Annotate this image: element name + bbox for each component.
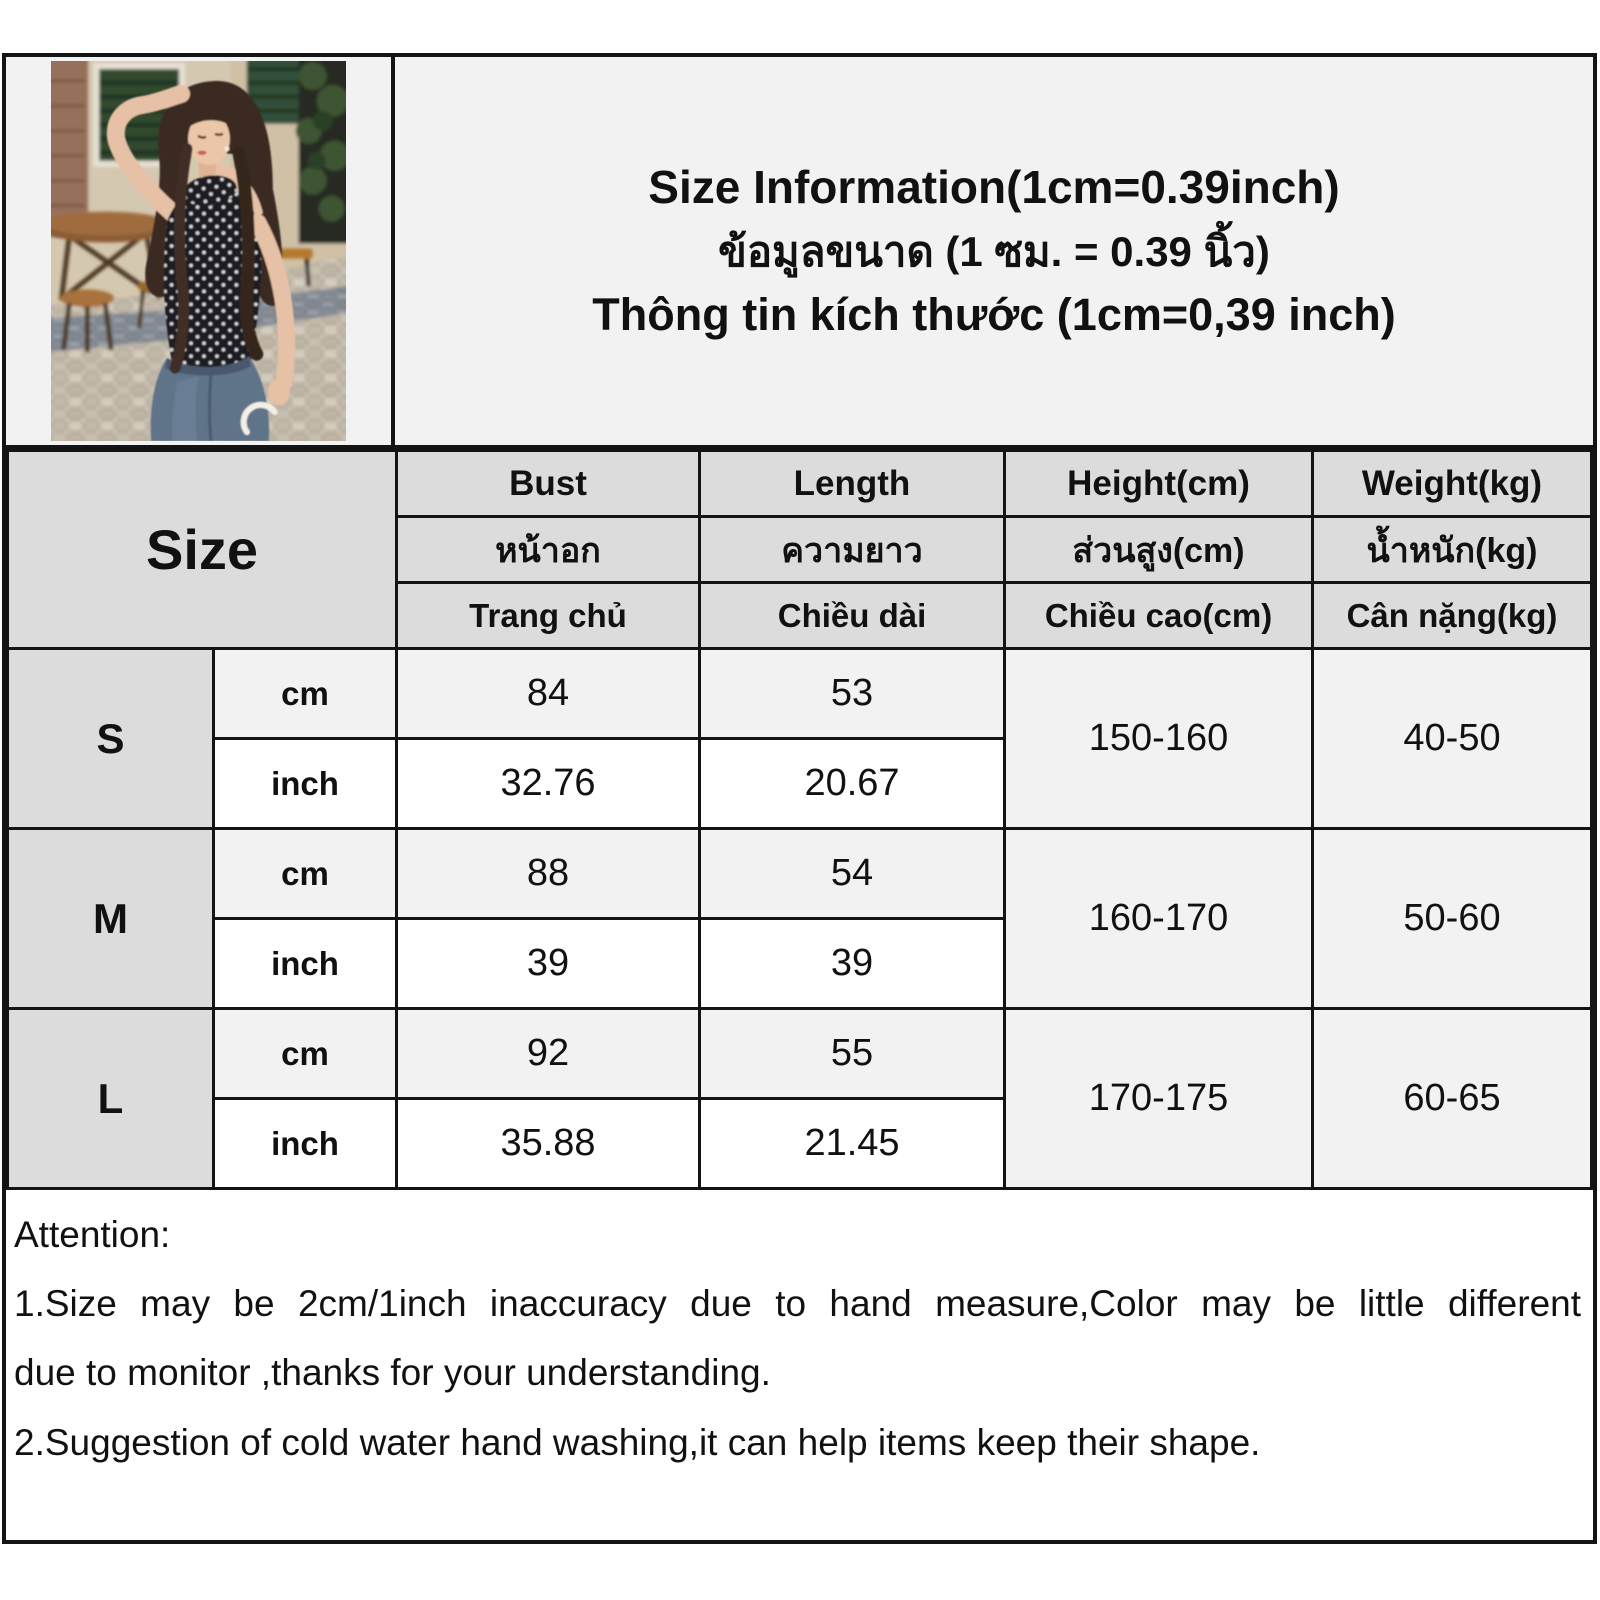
length-cm-s: 53 (698, 647, 1006, 740)
length-inch-s: 20.67 (698, 737, 1006, 830)
bust-inch-l: 35.88 (395, 1097, 701, 1190)
bust-cm-s: 84 (395, 647, 701, 740)
row-m-inch: inch 39 39 (8, 917, 1592, 1010)
row-l-inch: inch 35.88 21.45 (8, 1097, 1592, 1190)
unit-cell-cm: cm (212, 827, 398, 920)
col-header-height-th: ส่วนสูง(cm) (1003, 515, 1314, 584)
col-header-height-en: Height(cm) (1003, 449, 1314, 518)
height-l: 170-175 (1003, 1007, 1314, 1190)
top-section: Size Information(1cm=0.39inch) ข้อมูลขนา… (6, 57, 1593, 449)
title-english: Size Information(1cm=0.39inch) (648, 160, 1340, 213)
col-header-height-vi: Chiều cao(cm) (1003, 581, 1314, 650)
row-s-cm: S cm 84 53 150-160 40-50 (6, 647, 1593, 830)
title-vietnamese: Thông tin kích thước (1cm=0,39 inch) (592, 289, 1396, 341)
attention-note-2: 2.Suggestion of cold water hand washing,… (14, 1421, 1261, 1463)
height-s: 150-160 (1003, 647, 1314, 830)
size-table: Size Bust Length Height(cm) Weight(kg) ห… (6, 449, 1593, 1190)
size-header-cell: Size (6, 449, 398, 650)
weight-l: 60-65 (1311, 1007, 1593, 1190)
height-m: 160-170 (1003, 827, 1314, 1010)
attention-note-1a: 1.Size may be 2cm/1inch inaccuracy due t… (14, 1283, 1581, 1325)
header-row-en: Size Bust Length Height(cm) Weight(kg) (6, 449, 1593, 650)
bust-inch-m: 39 (395, 917, 701, 1010)
size-cell-l: L (6, 1007, 215, 1190)
unit-cell-cm: cm (212, 647, 398, 740)
bust-cm-m: 88 (395, 827, 701, 920)
row-l-cm: L cm 92 55 170-175 60-65 (6, 1007, 1593, 1190)
photo-cell (6, 57, 395, 445)
unit-cell-cm: cm (212, 1007, 398, 1100)
col-header-length-vi: Chiều dài (698, 581, 1006, 650)
bust-inch-s: 32.76 (395, 737, 701, 830)
col-header-bust-th: หน้าอก (395, 515, 701, 584)
attention-note-1b: due to monitor ,thanks for your understa… (14, 1352, 771, 1394)
size-cell-s: S (6, 647, 215, 830)
col-header-weight-en: Weight(kg) (1311, 449, 1593, 518)
size-cell-m: M (6, 827, 215, 1010)
unit-cell-inch: inch (212, 737, 398, 830)
length-cm-m: 54 (698, 827, 1006, 920)
row-m-cm: M cm 88 54 160-170 50-60 (6, 827, 1593, 1010)
col-header-weight-vi: Cân nặng(kg) (1311, 581, 1593, 650)
header-row-th: หน้าอก ความยาว ส่วนสูง(cm) น้ำหนัก(kg) (8, 515, 1593, 584)
unit-cell-inch: inch (212, 917, 398, 1010)
weight-s: 40-50 (1311, 647, 1593, 830)
col-header-length-th: ความยาว (698, 515, 1006, 584)
product-photo (51, 61, 346, 441)
col-header-length-en: Length (698, 449, 1006, 518)
col-header-bust-en: Bust (395, 449, 701, 518)
row-s-inch: inch 32.76 20.67 (8, 737, 1592, 830)
length-cm-l: 55 (698, 1007, 1006, 1100)
title-block: Size Information(1cm=0.39inch) ข้อมูลขนา… (395, 57, 1593, 445)
title-thai: ข้อมูลขนาด (1 ซม. = 0.39 นิ้ว) (718, 228, 1270, 276)
length-inch-l: 21.45 (698, 1097, 1006, 1190)
header-row-vi: Trang chủ Chiều dài Chiều cao(cm) Cân nặ… (8, 581, 1593, 650)
attention-section: Attention: 1.Size may be 2cm/1inch inacc… (6, 1190, 1593, 1540)
col-header-bust-vi: Trang chủ (395, 581, 701, 650)
col-header-weight-th: น้ำหนัก(kg) (1311, 515, 1593, 584)
unit-cell-inch: inch (212, 1097, 398, 1190)
size-chart-sheet: Size Information(1cm=0.39inch) ข้อมูลขนา… (2, 53, 1597, 1544)
bust-cm-l: 92 (395, 1007, 701, 1100)
weight-m: 50-60 (1311, 827, 1593, 1010)
length-inch-m: 39 (698, 917, 1006, 1010)
attention-heading: Attention: (14, 1214, 171, 1255)
